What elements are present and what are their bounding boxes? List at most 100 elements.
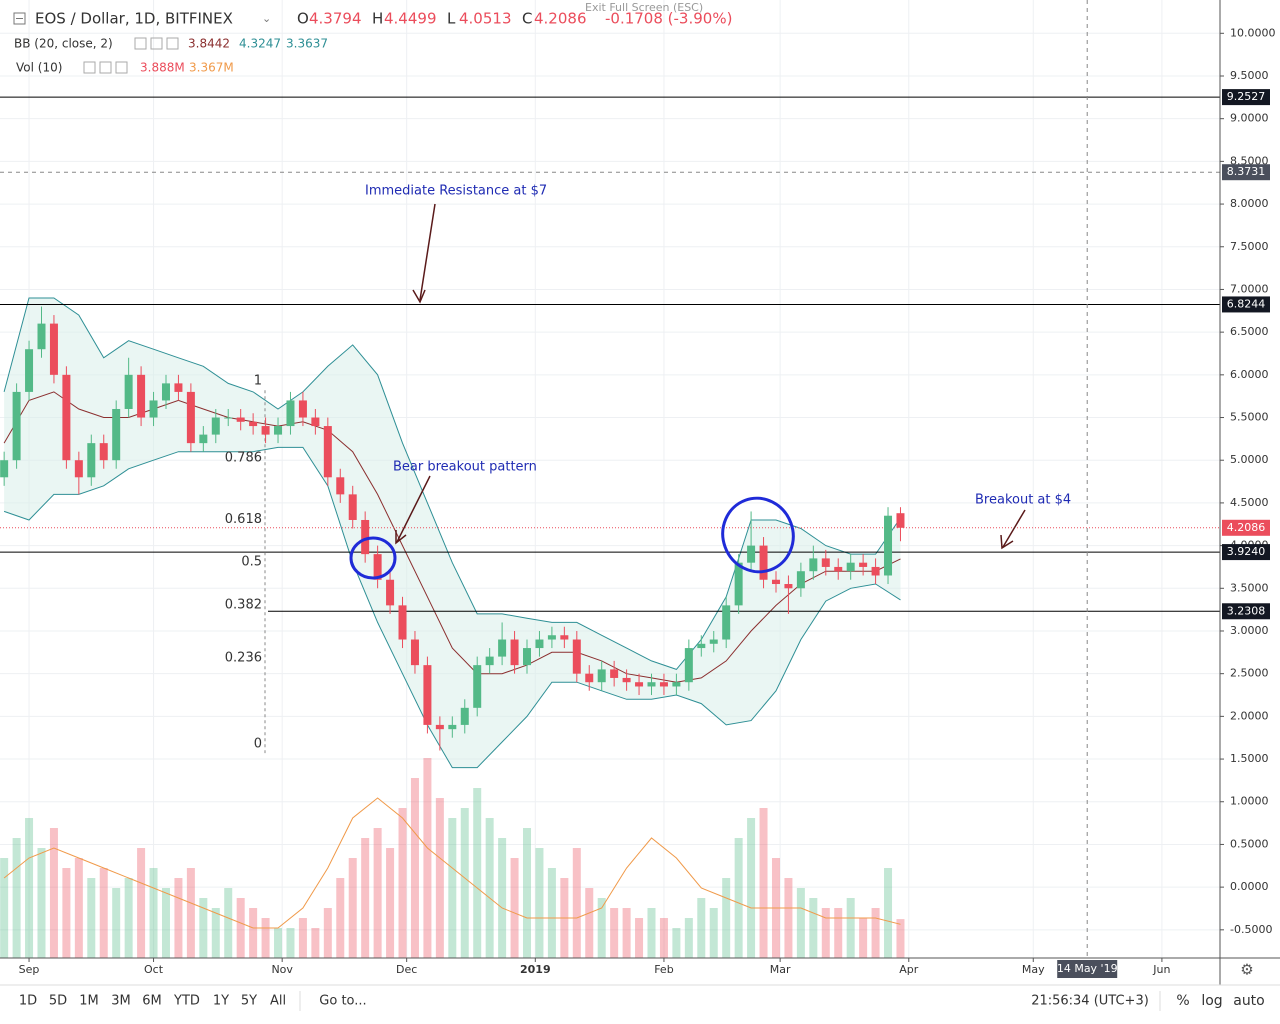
ohlc-key: O [297, 10, 309, 28]
candle-body [572, 639, 581, 674]
candle-body [0, 460, 9, 478]
range-button[interactable]: 5D [49, 994, 67, 1009]
range-button[interactable]: All [270, 994, 286, 1009]
candle-body [784, 584, 793, 589]
dropdown[interactable]: ⌄ [262, 12, 271, 25]
y-tick-label: 8.5000 [1230, 154, 1269, 167]
arrow [396, 475, 431, 543]
option-button[interactable]: % [1176, 993, 1189, 1009]
y-tick-label: 1.0000 [1230, 795, 1269, 808]
volume-bar [386, 848, 395, 958]
ohlc-value: 4.0513 [459, 10, 512, 28]
y-tick-label: 6.5000 [1230, 325, 1269, 338]
fib-label: 0.236 [225, 650, 262, 665]
bb-upper-value: 4.3247 [239, 37, 281, 51]
volume-bar [37, 848, 46, 958]
levels: 1 0.786 0.618 0.5 0.382 0.236 0 [0, 0, 1220, 958]
volume-bar [298, 918, 307, 958]
level-tag [1222, 296, 1270, 313]
settings-icon[interactable]: ⚙ [1240, 961, 1253, 979]
fib-label: 0.382 [225, 597, 262, 612]
y-tick-label: 9.5000 [1230, 69, 1269, 82]
icon[interactable] [166, 37, 179, 50]
volume-bar [809, 898, 818, 958]
candle-body [12, 391, 21, 461]
candle-body [37, 323, 46, 350]
icon[interactable] [134, 37, 147, 50]
volume-bar [796, 888, 805, 958]
volume-bar [485, 818, 494, 958]
volume-bar [846, 898, 855, 958]
y-tick-label: 3.5000 [1230, 581, 1269, 594]
candle-body [510, 639, 519, 666]
volume-bar [498, 838, 507, 958]
volume-bar [74, 858, 83, 958]
x-tick-label: 2019 [520, 963, 551, 976]
candle-body [336, 477, 345, 495]
vol-icons [83, 61, 128, 74]
range-button[interactable]: 6M [142, 994, 162, 1009]
level-tag-label: 4.2086 [1227, 521, 1266, 534]
ohlc-value: 4.4499 [384, 10, 437, 28]
time-axis: Sep Oct Nov Dec 2019 Feb Mar Apr May Jun 14 May '1… [19, 958, 1171, 978]
bb-basis-value: 3.8442 [188, 37, 230, 51]
bb-label: BB (20, close, 2) [14, 37, 113, 51]
icon[interactable] [83, 61, 96, 74]
arrow-head [412, 289, 426, 304]
y-tick-label: 7.0000 [1230, 282, 1269, 295]
volume-bar [734, 838, 743, 958]
range-button[interactable]: 1M [79, 994, 99, 1009]
icon[interactable] [115, 61, 128, 74]
candle-body [261, 426, 270, 435]
collapse-icon[interactable] [13, 12, 26, 25]
range-button[interactable]: YTD [173, 994, 200, 1009]
annotations: Immediate Resistance at $7 Bear breakout… [349, 184, 1071, 580]
candle-body [672, 682, 681, 687]
candle-body [597, 669, 606, 683]
volume-bar [286, 928, 295, 958]
level-tag [1222, 603, 1270, 620]
option-button[interactable]: auto [1233, 993, 1265, 1009]
volume-bar [186, 868, 195, 958]
range-button[interactable]: 5Y [241, 994, 257, 1009]
level-tag [1222, 519, 1270, 536]
arrow [419, 203, 436, 301]
candle-body [684, 648, 693, 683]
price-axis: 10.0000 9.5000 9.0000 8.5000 8.0000 7.5000 7.0… [1220, 26, 1276, 936]
symbol: EOS / Dollar, 1D, BITFINEX [35, 10, 233, 28]
candle-body [137, 374, 146, 418]
y-tick-label: 5.0000 [1230, 453, 1269, 466]
icon[interactable] [99, 61, 112, 74]
level-tag-label: 9.2527 [1227, 90, 1266, 103]
level-tag-label: 3.2308 [1227, 604, 1266, 617]
range-button[interactable]: 3M [111, 994, 131, 1009]
volume-bar [373, 828, 382, 958]
candle-body [535, 639, 544, 649]
candle-body [821, 558, 830, 567]
vol-value: 3.888M [140, 61, 185, 75]
volume-bar [535, 848, 544, 958]
volume-bar [87, 878, 96, 958]
volume-bar [597, 898, 606, 958]
icon[interactable] [150, 37, 163, 50]
volume-bar [896, 919, 905, 958]
candle-body [560, 635, 569, 640]
y-tick-label: 2.5000 [1230, 667, 1269, 680]
exit-hint[interactable]: Exit Full Screen (ESC) [585, 1, 703, 14]
range-button[interactable]: 1Y [213, 994, 229, 1009]
volume-bar [672, 928, 681, 958]
candle-body [859, 562, 868, 567]
x-tick-label: Sep [19, 963, 40, 976]
volume-bar [62, 868, 71, 958]
volume-bar [722, 878, 731, 958]
option-button[interactable]: log [1201, 993, 1222, 1009]
candle-body [635, 682, 644, 687]
candle-body [809, 558, 818, 572]
volume-bar [161, 888, 170, 958]
goto-button[interactable]: Go to... [319, 994, 366, 1009]
y-tick-label: 4.5000 [1230, 496, 1269, 509]
range-button[interactable]: 1D [19, 994, 37, 1009]
candle-body [647, 682, 656, 687]
